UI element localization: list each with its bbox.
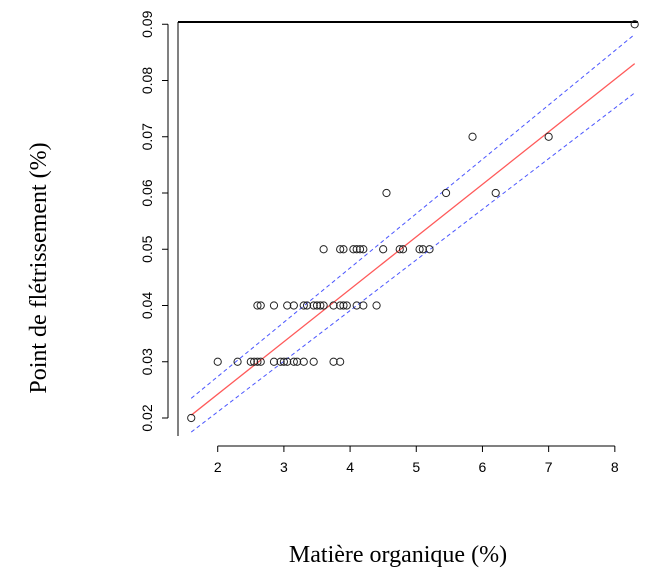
data-point — [269, 301, 279, 310]
data-point — [246, 357, 255, 366]
data-point — [233, 357, 242, 366]
confidence-bands — [190, 33, 636, 433]
data-point — [425, 245, 434, 254]
data-point — [299, 301, 308, 310]
y-tick-label: 0.08 — [139, 67, 155, 94]
confidence-band-lower — [190, 92, 635, 433]
data-point — [253, 301, 262, 310]
y-tick-label: 0.02 — [139, 404, 155, 431]
data-point — [250, 357, 259, 366]
data-point — [398, 245, 408, 254]
data-point — [319, 301, 328, 310]
data-point — [382, 188, 391, 198]
x-tick-label: 2 — [214, 459, 222, 475]
data-point — [329, 301, 338, 310]
data-point — [309, 301, 318, 310]
data-point — [441, 188, 451, 198]
data-point — [630, 20, 639, 29]
y-tick-label: 0.09 — [139, 10, 155, 37]
data-point — [329, 357, 338, 366]
y-axis: 0.02 0.03 0.04 0.05 0.06 0.07 0.08 0.09 — [139, 10, 169, 432]
x-tick-label: 6 — [479, 459, 487, 475]
data-point — [279, 357, 288, 366]
data-point — [339, 245, 348, 254]
data-point — [256, 357, 265, 366]
x-tick-label: 4 — [346, 459, 354, 475]
data-point — [395, 245, 404, 254]
y-tick-label: 0.03 — [139, 348, 155, 375]
data-point — [352, 301, 361, 310]
data-point — [309, 357, 318, 366]
data-point — [544, 132, 553, 141]
x-axis-title: Matière organique (%) — [289, 542, 507, 568]
data-point — [418, 245, 427, 254]
data-point — [359, 301, 368, 310]
data-point — [336, 357, 345, 366]
data-point — [312, 301, 322, 310]
data-point — [342, 301, 351, 310]
regression-line — [190, 63, 636, 416]
data-point — [379, 245, 388, 254]
data-point — [355, 245, 365, 254]
y-tick-label: 0.05 — [139, 235, 155, 262]
x-axis: 2 3 4 5 6 7 8 — [214, 445, 619, 475]
x-tick-label: 8 — [611, 459, 619, 475]
data-point — [283, 301, 292, 310]
x-tick-label: 5 — [412, 459, 420, 475]
data-point — [187, 413, 196, 423]
data-point — [319, 245, 328, 254]
data-point — [276, 357, 285, 366]
data-point — [269, 357, 279, 366]
data-point — [372, 301, 381, 310]
data-point — [352, 245, 361, 254]
data-point — [336, 245, 345, 254]
data-point — [359, 245, 368, 254]
data-point — [256, 301, 265, 310]
y-axis-title: Point de flétrissement (%) — [26, 142, 52, 393]
data-point — [316, 301, 325, 310]
y-tick-label: 0.07 — [139, 123, 155, 150]
x-tick-label: 7 — [545, 459, 553, 475]
data-point — [339, 301, 348, 310]
confidence-band-upper — [190, 33, 636, 399]
data-point — [349, 245, 358, 254]
data-point — [293, 357, 302, 366]
data-point — [213, 357, 222, 366]
data-point — [415, 245, 424, 254]
data-point — [302, 301, 312, 310]
data-point — [468, 132, 477, 141]
data-point — [289, 357, 298, 366]
data-point — [289, 301, 298, 310]
data-point — [299, 357, 308, 366]
data-point — [491, 188, 500, 198]
data-points — [187, 20, 639, 423]
y-tick-label: 0.06 — [139, 179, 155, 206]
data-point — [283, 357, 292, 366]
y-tick-label: 0.04 — [139, 292, 155, 319]
data-point — [253, 357, 262, 366]
data-point — [336, 301, 345, 310]
x-tick-label: 3 — [280, 459, 288, 475]
